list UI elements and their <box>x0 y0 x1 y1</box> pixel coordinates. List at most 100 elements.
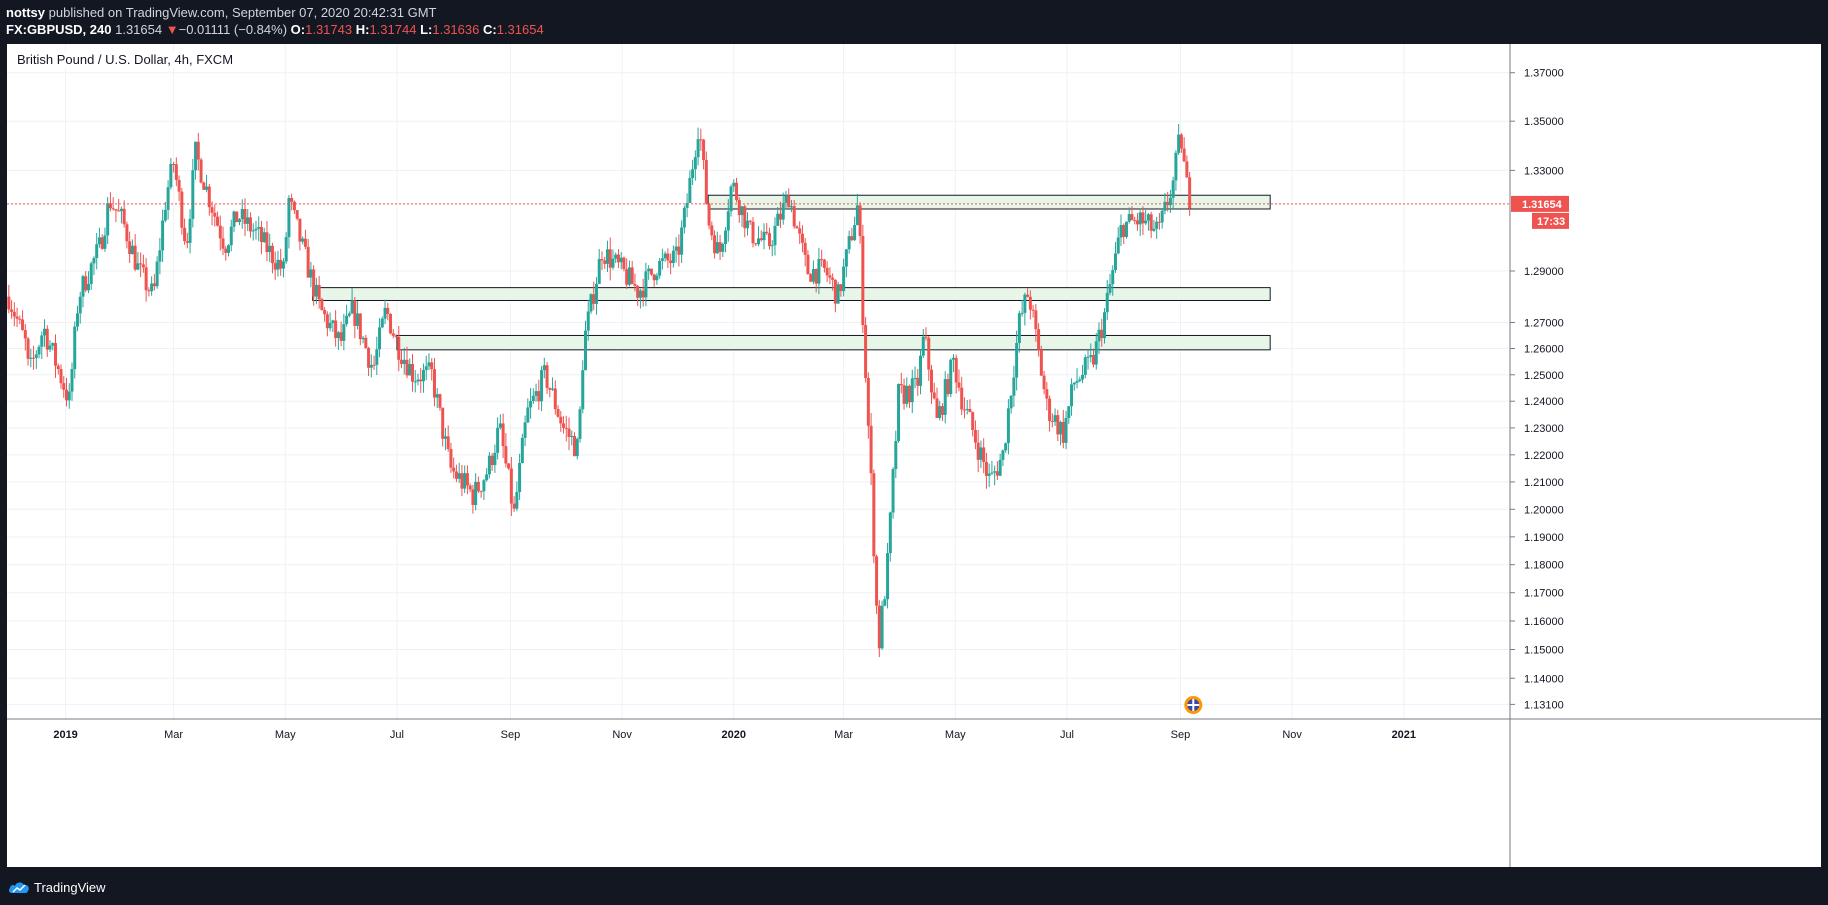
candle <box>828 267 832 285</box>
candle-body <box>570 436 574 438</box>
candle <box>15 307 19 328</box>
candle-body <box>152 283 156 287</box>
symbol-label[interactable]: FX:GBPUSD, 240 <box>6 22 112 37</box>
candle <box>336 330 340 351</box>
candle <box>957 369 961 392</box>
candle <box>84 271 88 293</box>
candle-body <box>213 212 217 217</box>
candle-body <box>954 357 958 383</box>
candle-body <box>1105 292 1109 313</box>
candle <box>147 287 151 297</box>
candle <box>562 416 566 434</box>
candle-body <box>693 157 697 170</box>
candle-body <box>29 357 33 359</box>
candle-body <box>855 205 859 226</box>
candle <box>180 187 184 235</box>
candle <box>844 248 848 278</box>
candle <box>312 265 316 306</box>
candle-body <box>413 381 417 383</box>
candle-body <box>378 327 382 350</box>
candle-body <box>891 469 895 513</box>
candle <box>372 355 376 371</box>
candle <box>633 273 637 292</box>
candle <box>196 132 200 171</box>
candle <box>496 417 500 460</box>
candle-body <box>40 335 44 347</box>
candle-body <box>512 503 516 509</box>
candle <box>166 180 170 220</box>
candle <box>682 205 686 234</box>
candle-body <box>526 407 530 423</box>
candle-body <box>364 337 368 349</box>
candle-body <box>328 323 332 329</box>
candle <box>534 383 538 402</box>
candle <box>413 370 417 393</box>
candle <box>32 345 36 370</box>
candle <box>331 319 335 332</box>
candle-body <box>594 283 598 304</box>
candlestick-chart[interactable]: 1.37000 1.35000 1.33000 1.29000 1.27000 1.260… <box>7 44 1821 867</box>
candle-body <box>416 379 420 382</box>
candle <box>691 159 695 185</box>
candle <box>367 346 371 377</box>
candle-body <box>290 198 294 202</box>
candle <box>759 230 763 242</box>
candle <box>858 202 862 244</box>
candle-body <box>1075 380 1079 383</box>
zone-rectangle <box>707 194 1271 210</box>
candle <box>155 256 159 289</box>
candle <box>221 226 225 256</box>
candle-body <box>130 245 134 255</box>
candle <box>1083 354 1087 379</box>
candle <box>883 595 887 607</box>
candle <box>746 212 750 236</box>
candle-body <box>1146 214 1150 221</box>
candle <box>194 141 198 180</box>
candle-body <box>616 254 620 263</box>
candle <box>306 238 310 278</box>
candle-body <box>106 203 110 236</box>
candle <box>150 276 154 296</box>
candle-body <box>114 209 118 211</box>
x-tick-label: Sep <box>1171 729 1191 741</box>
candle <box>630 260 634 285</box>
candle-body <box>227 245 231 253</box>
candle <box>254 220 258 240</box>
candle-body <box>1064 418 1068 443</box>
candle-body <box>48 345 52 350</box>
candle-body <box>353 300 357 326</box>
candle <box>855 193 859 226</box>
candle-body <box>630 267 634 285</box>
candle <box>1031 304 1035 318</box>
candle-body <box>12 311 16 317</box>
candle <box>897 383 901 443</box>
candle <box>89 261 93 290</box>
candle <box>836 281 840 304</box>
candle <box>1133 216 1137 225</box>
candle-body <box>998 459 1002 476</box>
candle-body <box>540 370 544 402</box>
candle-body <box>1135 220 1139 225</box>
candle <box>1100 318 1104 347</box>
candle-body <box>202 182 206 190</box>
candle <box>172 161 176 173</box>
candle <box>1135 213 1139 231</box>
candle <box>1045 382 1049 411</box>
candle <box>968 399 972 413</box>
candle-body <box>397 336 401 360</box>
candle <box>833 279 837 313</box>
candle-body <box>671 250 675 264</box>
candle-body <box>1061 422 1065 443</box>
chart-area[interactable]: 1.37000 1.35000 1.33000 1.29000 1.27000 1.260… <box>7 44 1821 867</box>
candle <box>1138 210 1142 236</box>
candle <box>616 249 620 269</box>
candle-body <box>649 268 653 275</box>
author-name[interactable]: nottsy <box>6 5 45 20</box>
candle <box>872 469 876 564</box>
candle-body <box>713 235 717 254</box>
candle-body <box>408 363 412 376</box>
candle <box>704 151 708 205</box>
candle <box>921 329 925 358</box>
candle-body <box>765 231 769 234</box>
tradingview-logo[interactable]: TradingView <box>8 879 106 895</box>
